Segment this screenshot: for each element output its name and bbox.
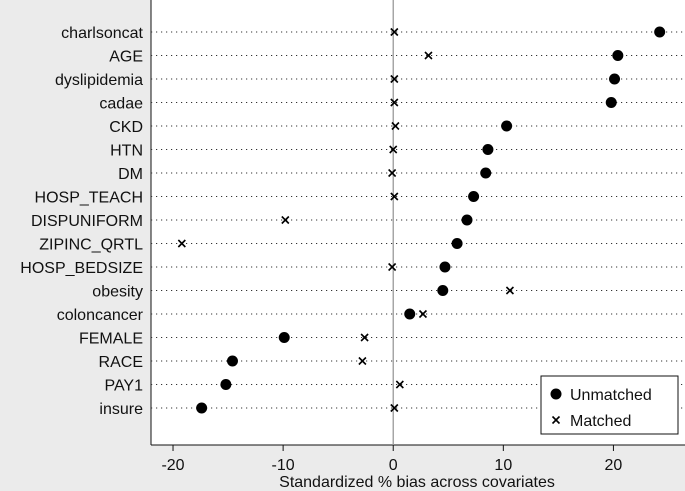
x-tick-label: -20 <box>161 457 184 474</box>
point-matched-CKD <box>391 121 400 131</box>
point-unmatched-CKD <box>501 120 513 132</box>
point-matched-AGE <box>424 51 433 60</box>
point-unmatched-HOSP_TEACH <box>468 191 480 202</box>
point-matched-HOSP_TEACH <box>390 192 399 201</box>
point-unmatched-FEMALE <box>278 332 290 343</box>
legend-box <box>540 375 679 435</box>
y-label-charlsoncat: charlsoncat <box>61 25 143 42</box>
y-label-PAY1: PAY1 <box>104 378 143 395</box>
x-tick-label: -10 <box>272 457 295 474</box>
point-unmatched-charlsoncat <box>654 26 666 38</box>
y-label-HOSP_TEACH: HOSP_TEACH <box>35 190 143 207</box>
point-unmatched-insure <box>196 402 208 414</box>
x-axis-ticks: -20 -10 0 10 20 <box>161 445 622 474</box>
legend-label-matched: Matched <box>570 413 631 430</box>
point-matched-cadae <box>390 98 399 107</box>
point-unmatched-dyslipidemia <box>609 73 621 85</box>
y-label-AGE: AGE <box>109 49 143 66</box>
point-unmatched-ZIPINC_QRTL <box>451 238 463 249</box>
legend-cross-matched <box>551 415 561 425</box>
y-label-HTN: HTN <box>110 143 143 160</box>
point-unmatched-coloncancer <box>404 308 416 320</box>
x-axis-label: Standardized % bias across covariates <box>279 474 555 491</box>
y-label-FEMALE: FEMALE <box>79 331 143 348</box>
point-matched-HTN <box>389 145 398 154</box>
point-unmatched-DM <box>480 167 492 179</box>
x-tick-label: 10 <box>494 457 512 474</box>
point-unmatched-HOSP_BEDSIZE <box>439 261 451 273</box>
data-points <box>177 26 666 414</box>
point-unmatched-AGE <box>612 50 624 61</box>
y-label-DM: DM <box>118 166 143 183</box>
legend-marker-matched <box>551 415 561 425</box>
point-matched-RACE <box>358 356 367 366</box>
point-matched-PAY1 <box>395 380 404 389</box>
point-unmatched-RACE <box>226 355 238 367</box>
legend-label-unmatched: Unmatched <box>570 387 652 404</box>
y-label-CKD: CKD <box>109 119 143 136</box>
legend-marker-unmatched <box>550 388 562 400</box>
plot-area <box>151 0 685 445</box>
point-unmatched-HTN <box>482 144 494 155</box>
point-matched-charlsoncat <box>390 27 399 37</box>
point-matched-DISPUNIFORM <box>281 215 290 225</box>
y-label-dyslipidemia: dyslipidemia <box>55 72 143 89</box>
point-matched-FEMALE <box>360 333 369 342</box>
point-matched-dyslipidemia <box>390 74 399 84</box>
point-unmatched-cadae <box>605 97 617 108</box>
legend: Unmatched Matched <box>540 375 679 435</box>
y-label-DISPUNIFORM: DISPUNIFORM <box>31 213 143 230</box>
point-matched-insure <box>390 403 399 413</box>
y-label-HOSP_BEDSIZE: HOSP_BEDSIZE <box>20 260 143 277</box>
y-tick-labels: charlsoncat AGE dyslipidemia cadae CKD HTN DM H… <box>20 25 143 418</box>
point-matched-obesity <box>505 286 515 295</box>
point-unmatched-DISPUNIFORM <box>461 214 473 226</box>
y-label-coloncancer: coloncancer <box>57 307 144 324</box>
y-label-insure: insure <box>99 401 143 418</box>
point-matched-HOSP_BEDSIZE <box>388 262 397 272</box>
point-unmatched-obesity <box>437 285 449 296</box>
x-tick-label: 20 <box>605 457 623 474</box>
point-matched-DM <box>388 168 397 178</box>
y-label-RACE: RACE <box>99 354 143 371</box>
point-matched-coloncancer <box>418 309 428 319</box>
y-label-ZIPINC_QRTL: ZIPINC_QRTL <box>39 237 143 254</box>
point-unmatched-PAY1 <box>220 379 232 390</box>
y-label-obesity: obesity <box>92 284 143 301</box>
point-matched-ZIPINC_QRTL <box>177 239 186 248</box>
y-label-cadae: cadae <box>99 96 143 113</box>
x-tick-label: 0 <box>389 457 398 474</box>
